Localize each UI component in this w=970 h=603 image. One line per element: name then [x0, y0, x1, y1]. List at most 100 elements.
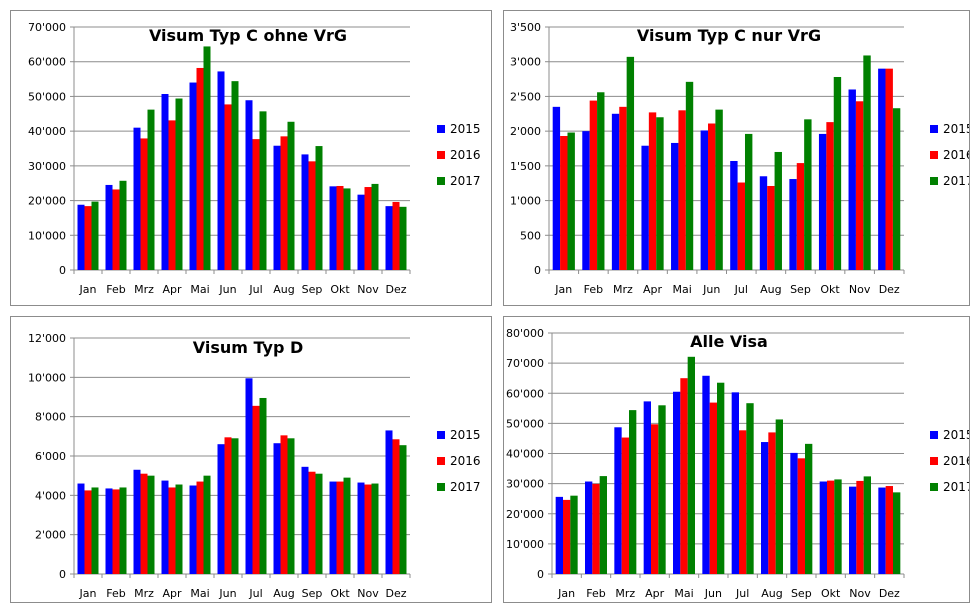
y-tick-label: 500 [520, 229, 541, 242]
x-tick-label: Sep [302, 283, 323, 296]
bar [343, 188, 351, 270]
legend-swatch [437, 431, 445, 439]
bar [196, 67, 204, 270]
x-tick-label: Dez [879, 587, 900, 600]
bar [629, 410, 637, 574]
chart-svg: 0 500 1'000 1'500 2'000 2'500 3'000 3'500 Jan Feb… [510, 21, 969, 296]
bar [589, 100, 598, 270]
x-tick-label: Dez [385, 587, 406, 600]
bar [731, 392, 739, 574]
bar [685, 81, 694, 270]
bar [673, 391, 681, 574]
bar [280, 435, 288, 574]
y-tick-label: 20'000 [506, 508, 544, 521]
y-tick-label: 0 [534, 264, 541, 277]
y-tick-label: 70'000 [506, 357, 544, 370]
x-tick-label: Sep [791, 587, 812, 600]
bar [364, 187, 372, 270]
bar [105, 488, 113, 574]
x-tick-label: Jan [79, 587, 97, 600]
bar [597, 92, 605, 271]
bar [315, 473, 323, 574]
x-tick-label: Apr [643, 283, 663, 296]
y-tick-label: 10'000 [28, 229, 66, 242]
legend-swatch [930, 431, 938, 439]
bar [658, 405, 666, 574]
bar [656, 117, 664, 270]
bar [759, 176, 768, 270]
bar [641, 145, 649, 270]
bar [189, 485, 197, 574]
bar [133, 127, 141, 271]
bar [77, 483, 85, 574]
x-tick-label: Nov [849, 283, 871, 296]
y-tick-label: 2'000 [510, 125, 541, 138]
legend-label: 2016 [943, 454, 969, 468]
legend-label: 2015 [450, 428, 481, 442]
bar [614, 427, 622, 574]
bar [730, 160, 738, 270]
bar [796, 163, 805, 270]
bar [203, 475, 211, 574]
bar [585, 481, 593, 574]
bar [893, 492, 901, 574]
bar [364, 484, 372, 574]
bar [385, 430, 393, 574]
bar [834, 479, 842, 574]
bar [775, 419, 783, 574]
bar [826, 122, 834, 270]
bar [259, 111, 267, 270]
x-tick-label: Feb [106, 587, 125, 600]
bar [175, 484, 183, 574]
bar [252, 139, 260, 270]
bar [702, 375, 710, 574]
y-tick-label: 40'000 [28, 125, 66, 138]
legend-label: 2017 [943, 174, 969, 188]
bar [827, 480, 835, 574]
bar [885, 486, 893, 574]
bar [863, 55, 871, 270]
y-tick-label: 4'000 [35, 489, 66, 502]
x-tick-label: Sep [790, 283, 811, 296]
bar [203, 46, 211, 270]
bar [790, 452, 798, 574]
bar [224, 437, 232, 574]
legend-swatch [437, 457, 445, 465]
x-tick-label: Jan [557, 587, 575, 600]
bar [804, 119, 812, 270]
y-tick-label: 10'000 [506, 538, 544, 551]
bar [746, 403, 754, 574]
bar [259, 397, 267, 574]
x-tick-label: Feb [106, 283, 125, 296]
chart-panel-visum-typ-d: 0 2'000 4'000 6'000 8'000 10'000 12'000 Jan Feb M… [10, 316, 492, 603]
x-tick-label: Mrz [134, 587, 154, 600]
bar [611, 113, 620, 271]
y-tick-label: 10'000 [28, 371, 66, 384]
x-tick-label: Mrz [134, 283, 154, 296]
bar [91, 487, 99, 574]
chart-title: Visum Typ C nur VrG [637, 26, 821, 45]
bar [399, 206, 407, 270]
y-tick-label: 6'000 [35, 450, 66, 463]
bar [671, 142, 679, 270]
legend-swatch [437, 125, 445, 133]
bar [678, 110, 686, 270]
y-tick-label: 30'000 [506, 478, 544, 491]
bar [761, 442, 769, 574]
bar [768, 432, 776, 574]
bar [385, 206, 393, 270]
bar [582, 131, 590, 270]
bar [315, 146, 323, 270]
x-tick-label: Aug [273, 587, 294, 600]
x-tick-label: Okt [330, 587, 350, 600]
bar [336, 185, 344, 270]
legend-label: 2016 [450, 454, 481, 468]
chart-title: Alle Visa [690, 332, 768, 351]
legend-label: 2015 [943, 122, 969, 136]
bar [231, 81, 239, 270]
bar [217, 71, 225, 270]
chart-svg: 0 10'000 20'000 30'000 40'000 50'000 60'000 70'… [506, 327, 969, 600]
x-tick-label: Jul [248, 587, 262, 600]
bar [168, 487, 176, 574]
bar [280, 136, 288, 270]
